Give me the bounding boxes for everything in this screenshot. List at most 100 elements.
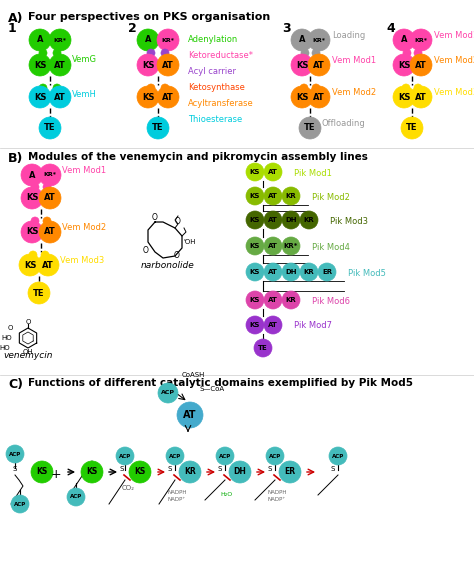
Text: AT: AT bbox=[415, 61, 427, 70]
Circle shape bbox=[246, 237, 264, 255]
Circle shape bbox=[81, 461, 103, 483]
Circle shape bbox=[300, 263, 318, 281]
Circle shape bbox=[279, 461, 301, 483]
Text: TE: TE bbox=[33, 288, 45, 297]
Text: Pik Mod2: Pik Mod2 bbox=[312, 192, 350, 202]
Circle shape bbox=[49, 29, 71, 51]
Text: Acyltransferase: Acyltransferase bbox=[188, 99, 254, 108]
Circle shape bbox=[29, 86, 51, 108]
Circle shape bbox=[291, 54, 313, 76]
Text: Vem Mod2: Vem Mod2 bbox=[332, 88, 376, 97]
Text: Functions of different catalytic domains exemplified by Pik Mod5: Functions of different catalytic domains… bbox=[28, 378, 413, 388]
Circle shape bbox=[39, 117, 61, 139]
Text: S: S bbox=[13, 466, 18, 472]
Text: ACP: ACP bbox=[169, 453, 181, 459]
Circle shape bbox=[31, 217, 39, 225]
Circle shape bbox=[308, 86, 330, 108]
Text: DH: DH bbox=[285, 269, 297, 275]
Circle shape bbox=[37, 254, 59, 276]
Circle shape bbox=[216, 447, 234, 465]
Circle shape bbox=[393, 86, 415, 108]
Circle shape bbox=[157, 29, 179, 51]
Text: C): C) bbox=[8, 378, 23, 391]
Circle shape bbox=[19, 254, 41, 276]
Circle shape bbox=[116, 447, 134, 465]
Text: KR*: KR* bbox=[162, 38, 174, 42]
Text: Vem Mod3: Vem Mod3 bbox=[60, 256, 104, 265]
Text: KS: KS bbox=[86, 468, 98, 477]
Circle shape bbox=[179, 461, 201, 483]
Text: OH: OH bbox=[23, 349, 33, 355]
Text: AT: AT bbox=[162, 61, 174, 70]
Text: KR*: KR* bbox=[44, 172, 56, 178]
Text: KS: KS bbox=[142, 93, 154, 102]
Circle shape bbox=[312, 84, 320, 92]
Circle shape bbox=[147, 49, 155, 57]
Circle shape bbox=[410, 29, 432, 51]
Circle shape bbox=[264, 211, 282, 229]
Circle shape bbox=[147, 117, 169, 139]
Circle shape bbox=[414, 49, 422, 57]
Circle shape bbox=[29, 251, 37, 259]
Circle shape bbox=[31, 461, 53, 483]
Text: AT: AT bbox=[415, 93, 427, 102]
Text: ACP: ACP bbox=[70, 494, 82, 500]
Text: S: S bbox=[218, 466, 222, 472]
Circle shape bbox=[312, 49, 320, 57]
Text: O: O bbox=[25, 319, 31, 325]
Text: Pik Mod3: Pik Mod3 bbox=[330, 216, 368, 226]
Circle shape bbox=[229, 461, 251, 483]
Text: KS: KS bbox=[250, 243, 260, 249]
Circle shape bbox=[157, 54, 179, 76]
Text: +: + bbox=[51, 468, 61, 481]
Circle shape bbox=[414, 84, 422, 92]
Circle shape bbox=[300, 84, 308, 92]
Text: TE: TE bbox=[304, 123, 316, 132]
Text: ACP: ACP bbox=[161, 391, 175, 396]
Circle shape bbox=[299, 117, 321, 139]
Circle shape bbox=[301, 49, 309, 57]
Text: KR: KR bbox=[286, 297, 296, 303]
Circle shape bbox=[410, 86, 432, 108]
Text: S—CoA: S—CoA bbox=[200, 386, 225, 392]
Text: KS: KS bbox=[26, 227, 38, 236]
Text: A: A bbox=[299, 35, 305, 45]
Text: KS: KS bbox=[296, 61, 308, 70]
Circle shape bbox=[147, 84, 155, 92]
Text: AT: AT bbox=[268, 269, 278, 275]
Circle shape bbox=[291, 29, 313, 51]
Text: Loading: Loading bbox=[332, 31, 365, 40]
Text: KS: KS bbox=[250, 322, 260, 328]
Text: O: O bbox=[152, 213, 158, 222]
Text: O: O bbox=[175, 217, 181, 226]
Circle shape bbox=[67, 488, 85, 506]
Text: KS: KS bbox=[250, 269, 260, 275]
Text: 'OH: 'OH bbox=[183, 239, 195, 245]
Text: 1: 1 bbox=[8, 22, 17, 35]
Text: ACP: ACP bbox=[14, 501, 26, 506]
Text: ACP: ACP bbox=[269, 453, 281, 459]
Text: Offloading: Offloading bbox=[322, 119, 366, 128]
Text: KS: KS bbox=[34, 93, 46, 102]
Circle shape bbox=[264, 163, 282, 181]
Circle shape bbox=[21, 164, 43, 186]
Circle shape bbox=[264, 291, 282, 309]
Text: DH: DH bbox=[285, 217, 297, 223]
Text: Acyl carrier: Acyl carrier bbox=[188, 67, 236, 77]
Text: TE: TE bbox=[258, 345, 268, 351]
Text: O: O bbox=[7, 325, 13, 331]
Text: KR*: KR* bbox=[312, 38, 326, 42]
Text: KS: KS bbox=[398, 61, 410, 70]
Text: Ketoreductase*: Ketoreductase* bbox=[188, 51, 253, 61]
Circle shape bbox=[39, 221, 61, 243]
Text: AT: AT bbox=[313, 93, 325, 102]
Circle shape bbox=[43, 183, 51, 191]
Text: narbonolide: narbonolide bbox=[141, 261, 195, 270]
Text: KR: KR bbox=[286, 193, 296, 199]
Circle shape bbox=[157, 86, 179, 108]
Text: Vem Mod1: Vem Mod1 bbox=[434, 31, 474, 40]
Text: Adenylation: Adenylation bbox=[188, 35, 238, 45]
Circle shape bbox=[137, 29, 159, 51]
Text: ACP: ACP bbox=[119, 453, 131, 459]
Circle shape bbox=[158, 383, 178, 403]
